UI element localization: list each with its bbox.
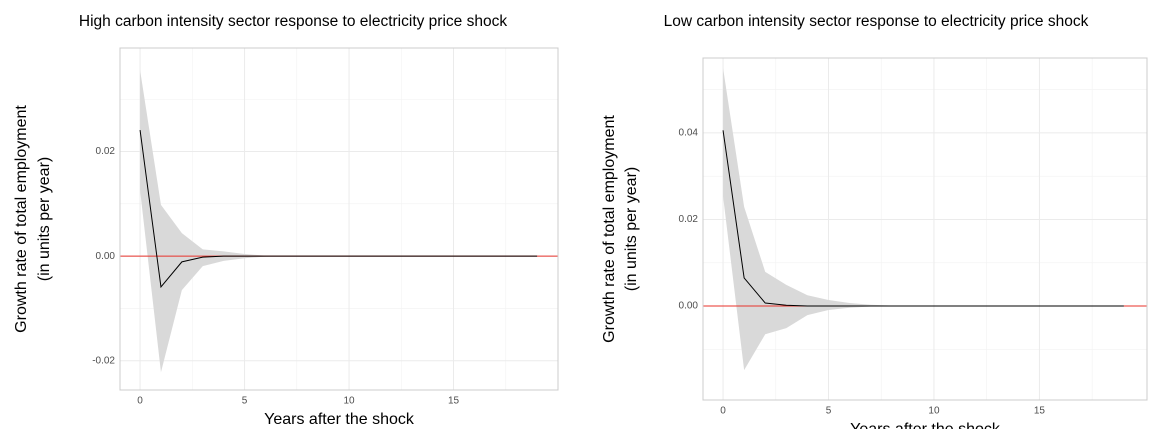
- series-line: [722, 130, 1124, 307]
- panel-border: [119, 47, 559, 391]
- x-tick-label: 10: [928, 406, 940, 417]
- x-tick-label: 15: [1034, 406, 1046, 417]
- y-axis-label: (in units per year): [36, 157, 53, 282]
- panel-border: [702, 57, 1148, 401]
- y-tick-label: 0.04: [679, 128, 699, 139]
- y-axis-label: (in units per year): [623, 167, 640, 292]
- x-tick-label: 5: [826, 406, 832, 417]
- series-line: [139, 130, 538, 289]
- y-tick-label: 0.02: [679, 214, 699, 225]
- x-tick-label: 15: [448, 396, 460, 407]
- y-tick-label: 0.00: [96, 251, 116, 262]
- x-axis-label: Years after the shock: [264, 411, 415, 428]
- chart-title: Low carbon intensity sector response to …: [664, 13, 1089, 30]
- y-axis-label: Growth rate of total employment: [601, 115, 618, 343]
- y-tick-label: 0.00: [679, 301, 699, 312]
- y-tick-label: 0.02: [96, 146, 116, 157]
- confidence-band: [140, 69, 538, 373]
- chart-title: High carbon intensity sector response to…: [79, 13, 507, 30]
- x-tick-label: 0: [720, 406, 726, 417]
- y-tick-label: -0.02: [92, 355, 115, 366]
- x-tick-label: 10: [343, 396, 355, 407]
- x-tick-label: 0: [137, 396, 143, 407]
- y-axis-label: Growth rate of total employment: [13, 105, 30, 333]
- x-axis-label: Years after the shock: [850, 421, 1001, 429]
- x-tick-label: 5: [242, 396, 248, 407]
